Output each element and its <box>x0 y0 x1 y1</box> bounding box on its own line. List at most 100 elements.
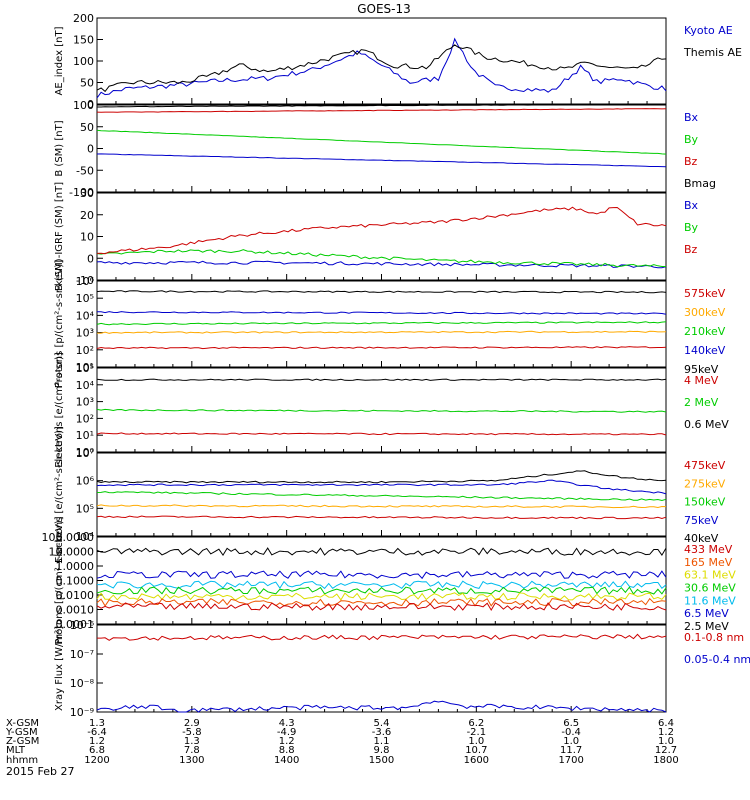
y-tick-label: 10⁵ <box>76 362 94 375</box>
series-line-by <box>96 249 666 268</box>
ephemeris-cell: 2.9 <box>184 718 200 729</box>
y-tick-label: 50 <box>80 121 94 134</box>
ephemeris-cell: -3.6 <box>372 727 392 738</box>
legend-2-mev: 2 MeV <box>684 396 719 409</box>
ephemeris-cell: 1.3 <box>184 736 200 747</box>
y-tick-label: 100 <box>73 99 94 112</box>
y-tick-label: 10¹ <box>76 429 94 442</box>
y-tick-label: 10⁴ <box>76 379 95 392</box>
y-axis-label: B (SM)-IGRF (SM) [nT] <box>54 182 65 291</box>
ephemeris-cell: 1200 <box>84 755 109 766</box>
y-tick-label: -50 <box>76 164 94 177</box>
legend-bx: Bx <box>684 199 699 212</box>
legend-2-5-mev: 2.5 MeV <box>684 620 729 633</box>
series-line-kyoto-ae <box>96 37 667 99</box>
y-tick-label: 10⁻⁸ <box>70 677 95 690</box>
y-tick-label: 10⁻⁷ <box>70 648 94 661</box>
y-tick-label: 10² <box>76 344 94 357</box>
y-tick-label: 10³ <box>76 396 94 409</box>
panel-frame <box>96 536 667 625</box>
ephemeris-cell: 6.4 <box>658 718 674 729</box>
series-line-95kev <box>96 346 667 350</box>
series-line-11-6-mev <box>97 580 667 590</box>
ephemeris-cell: 6.8 <box>89 745 105 756</box>
y-tick-label: 200 <box>73 12 94 25</box>
y-tick-label: 10⁶ <box>76 475 95 488</box>
y-axis-label: Protons [p/(cm²-s-sr-keV)] <box>54 260 65 388</box>
series-line-4-mev <box>96 432 667 436</box>
y-axis-label: Protons [p/(cm²-s-sr-keV)] <box>54 516 65 644</box>
ephemeris-cell: 6.2 <box>468 718 484 729</box>
legend-6-5-mev: 6.5 MeV <box>684 607 729 620</box>
legend-433-mev: 433 MeV <box>684 543 733 556</box>
series-line-bx <box>96 153 667 168</box>
y-tick-label: 10⁻⁶ <box>70 619 95 632</box>
series-line-165-mev <box>96 597 667 607</box>
ephemeris-cell: 6.5 <box>563 718 579 729</box>
legend-0-1-0-8-nm: 0.1-0.8 nm <box>684 631 744 644</box>
y-tick-label: 0.0100 <box>56 589 95 602</box>
legend-0-6-mev: 0.6 MeV <box>684 418 729 431</box>
series-line-bmag <box>97 104 666 108</box>
series-line-by <box>96 129 667 155</box>
panel-6: 10⁷ 10⁶ 10⁵ 10⁴ Electrons [e/(cm²-s-sr-keV)]… <box>54 426 726 563</box>
y-tick-label: 10.0000 <box>49 546 95 559</box>
y-tick-label: 10⁰ <box>76 446 95 459</box>
panel-8: 10⁻⁶ 10⁻⁷ 10⁻⁸ 10⁻⁹ Xray Flux [W/m²] 0.1-0.8 … <box>54 619 750 719</box>
legend-210kev: 210keV <box>684 325 726 338</box>
ephemeris-cell: 11.7 <box>560 745 582 756</box>
y-axis-label: Electrons [e/(cm²-s-sr)] <box>54 352 65 468</box>
y-tick-label: 100 <box>73 55 94 68</box>
ephemeris-row-label: Z-GSM <box>6 736 39 747</box>
series-line-bz <box>96 206 667 255</box>
series-line-63-1-mev <box>96 592 667 601</box>
legend-275kev: 275keV <box>684 477 726 490</box>
y-tick-label: 100.0000 <box>42 531 95 544</box>
ephemeris-row-label: X-GSM <box>6 718 39 729</box>
series-line-0-6-mev <box>96 378 667 381</box>
y-tick-label: -10 <box>76 274 94 287</box>
y-tick-label: 10⁵ <box>76 292 94 305</box>
legend-75kev: 75keV <box>684 514 719 527</box>
panel-3: 30 20 10 0 -10 B (SM)-IGRF (SM) [nT] Bx By Bz <box>54 182 699 291</box>
ephemeris-cell: 8.8 <box>279 745 295 756</box>
y-tick-label: 10² <box>76 412 94 425</box>
ephemeris-cell: 5.4 <box>374 718 390 729</box>
panel-2: 100 50 0 -50 -100 B (SM) [nT] Bx By Bz Bmag <box>54 99 716 199</box>
panel-4: 10⁶ 10⁵ 10⁴ 10³ 10² 10¹ Protons [p/(cm²-s-sr-k… <box>54 260 726 388</box>
ephemeris-cell: -2.1 <box>467 727 487 738</box>
y-tick-label: 10⁷ <box>76 447 94 460</box>
legend-themis-ae: Themis AE <box>683 46 742 59</box>
panel-frame <box>96 192 667 281</box>
legend-kyoto-ae: Kyoto AE <box>684 24 733 37</box>
legend-95kev: 95keV <box>684 363 719 376</box>
ephemeris-table: X-GSMY-GSMZ-GSMMLThhmm1.3-6.41.26.812002… <box>5 718 679 766</box>
ephemeris-cell: 1400 <box>274 755 299 766</box>
series-line-40kev <box>96 470 667 484</box>
plot-title: GOES-13 <box>357 2 411 16</box>
legend-40kev: 40keV <box>684 532 719 545</box>
ephemeris-cell: -0.4 <box>561 727 581 738</box>
series-line-2-5-mev <box>96 547 667 557</box>
y-tick-label: 10 <box>80 231 94 244</box>
ephemeris-cell: 1.1 <box>374 736 390 747</box>
series-line-275kev <box>96 504 667 509</box>
ephemeris-cell: 1.3 <box>89 718 105 729</box>
y-tick-label: 10¹ <box>76 361 94 374</box>
y-axis-label: Electrons [e/(cm²-s-sr-keV)] <box>54 426 65 563</box>
y-tick-label: 0.0010 <box>56 604 95 617</box>
series-line-433-mev <box>96 602 667 611</box>
y-axis-label: Xray Flux [W/m²] <box>54 626 65 711</box>
legend-bz: Bz <box>684 155 698 168</box>
ephemeris-cell: 1700 <box>558 755 583 766</box>
ephemeris-cell: -4.9 <box>277 727 297 738</box>
legend-575kev: 575keV <box>684 287 726 300</box>
y-tick-label: 0.0001 <box>56 618 95 631</box>
series-line-6-5-mev <box>96 570 667 580</box>
legend-by: By <box>684 133 699 146</box>
series-line-2-mev <box>96 408 667 413</box>
series-line-150kev <box>96 491 667 502</box>
series-line-575kev <box>96 290 667 294</box>
legend-by: By <box>684 221 699 234</box>
